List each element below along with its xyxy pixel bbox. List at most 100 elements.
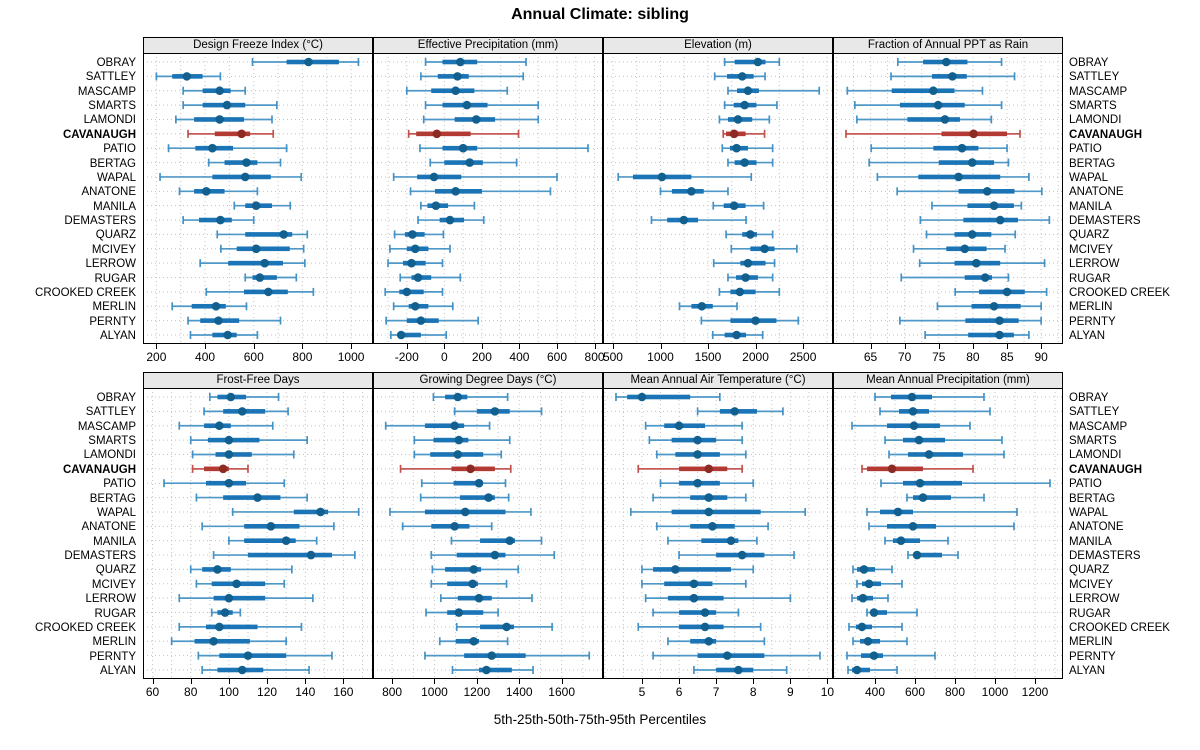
series-lerrow — [644, 593, 792, 603]
series-patio — [167, 143, 288, 153]
series-mcivey — [912, 244, 1006, 254]
iqr-bar — [913, 495, 951, 500]
axis-tick-label: 1000 — [647, 350, 674, 364]
station-label-right-rugar: RUGAR — [1069, 272, 1111, 285]
panel-plot-mean-annual-precipitation-mm- — [833, 388, 1063, 679]
station-label-right-lerrow: LERROW — [1069, 593, 1120, 606]
axis-tick-label: 2500 — [789, 350, 817, 364]
axis-tick-label: 10 — [820, 685, 835, 699]
median-dot — [216, 215, 225, 225]
median-dot — [215, 421, 224, 431]
series-merlin — [438, 636, 509, 646]
series-alyan — [201, 665, 310, 675]
panel-plot-elevation-m- — [603, 53, 833, 344]
iqr-bar — [740, 260, 766, 266]
median-dot — [863, 636, 873, 646]
axis-tick-mark — [392, 679, 394, 684]
series-demasters — [182, 215, 255, 225]
series-lamondi — [413, 450, 503, 459]
median-dot — [466, 464, 475, 474]
median-dot — [251, 244, 261, 254]
median-dot — [857, 622, 867, 632]
station-label-left-rugar: RUGAR — [94, 607, 136, 620]
series-sattley — [203, 407, 289, 416]
axis-tick-mark — [228, 679, 230, 684]
median-dot — [402, 287, 412, 297]
series-smarts — [413, 435, 511, 445]
median-dot — [704, 507, 714, 517]
series-rugar — [399, 273, 462, 282]
median-dot — [451, 86, 460, 96]
median-dot — [708, 522, 717, 531]
panel-strip-frost-free-days: Frost-Free Days — [143, 372, 373, 389]
series-lamondi — [175, 115, 273, 124]
station-label-left-pernty: PERNTY — [89, 650, 136, 663]
iqr-bar — [891, 88, 955, 94]
station-label-right-lerrow: LERROW — [1069, 258, 1120, 271]
series-rugar — [866, 608, 918, 617]
axis-tick-mark — [267, 679, 269, 684]
axis-tick-label: 65 — [863, 350, 878, 364]
station-label-left-lerrow: LERROW — [85, 258, 136, 271]
station-label-right-anatone: ANATONE — [1069, 186, 1124, 199]
axis-tick-mark — [205, 344, 207, 349]
axis-tick-mark — [406, 344, 408, 349]
axis-tick-label: 600 — [904, 685, 926, 699]
station-label-right-alyan: ALYAN — [1069, 330, 1106, 342]
station-label-left-pernty: PERNTY — [89, 315, 136, 328]
series-quarz — [393, 230, 445, 239]
iqr-bar — [679, 466, 728, 472]
series-manila — [450, 536, 543, 545]
station-label-right-rugar: RUGAR — [1069, 607, 1111, 620]
iqr-bar — [445, 567, 482, 572]
median-dot — [989, 301, 999, 311]
series-pernty — [187, 316, 282, 325]
station-label-right-mcivey: MCIVEY — [1069, 243, 1114, 256]
iqr-bar — [893, 538, 920, 543]
series-quarz — [641, 565, 755, 574]
median-dot — [487, 651, 497, 660]
series-cavanaugh — [861, 464, 974, 474]
axis-tick-label: 800 — [292, 350, 313, 364]
series-rugar — [652, 608, 740, 617]
axis-tick-mark — [972, 344, 974, 349]
series-sattley — [879, 407, 991, 416]
median-dot — [416, 316, 426, 325]
median-dot — [957, 143, 967, 153]
station-label-right-sattley: SATTLEY — [1069, 71, 1120, 84]
station-label-right-bertag: BERTAG — [1069, 492, 1116, 505]
iqr-bar — [424, 423, 465, 429]
median-dot — [453, 450, 463, 459]
iqr-bar — [398, 332, 421, 338]
median-dot — [980, 273, 990, 282]
median-dot — [208, 143, 217, 153]
station-label-right-merlin: MERLIN — [1069, 636, 1113, 649]
series-merlin — [170, 636, 288, 646]
series-cavanaugh — [407, 129, 520, 139]
median-dot — [732, 143, 741, 153]
median-dot — [215, 115, 224, 124]
iqr-bar — [459, 495, 495, 500]
series-patio — [163, 478, 286, 488]
panel-strip-elevation-m-: Elevation (m) — [603, 37, 833, 54]
median-dot — [700, 608, 710, 617]
iqr-bar — [214, 131, 251, 137]
station-label-left-mascamp: MASCAMP — [77, 420, 136, 433]
series-obray — [432, 392, 509, 402]
series-alyan — [924, 330, 1030, 340]
axis-tick-mark — [753, 679, 755, 684]
axis-tick-mark — [343, 679, 345, 684]
median-dot — [948, 72, 957, 81]
iqr-bar — [207, 437, 260, 443]
series-cavanaugh — [399, 464, 512, 474]
median-dot — [1002, 287, 1012, 297]
median-dot — [929, 86, 938, 96]
axis-tick-label: 160 — [333, 685, 354, 699]
median-dot — [887, 464, 897, 474]
median-dot — [454, 608, 464, 617]
series-quarz — [925, 230, 1017, 239]
iqr-bar — [224, 160, 258, 165]
median-dot — [995, 316, 1004, 325]
median-dot — [502, 622, 511, 632]
median-dot — [220, 608, 230, 617]
